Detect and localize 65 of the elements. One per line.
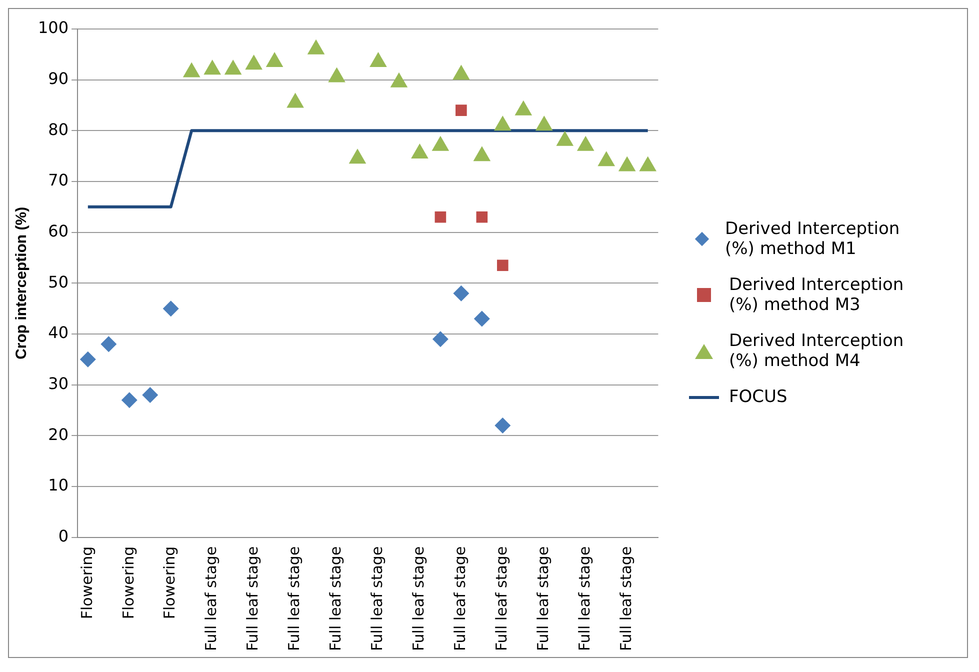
legend-label: Derived Interception (%) method M3 [729, 275, 905, 315]
point [576, 136, 594, 151]
point [452, 64, 470, 80]
point [598, 151, 616, 166]
x-tick-label: Full leaf stage [326, 546, 345, 652]
point [266, 52, 284, 68]
x-tick-label: Flowering [119, 546, 138, 620]
x-tick-label: Flowering [78, 546, 96, 620]
point [307, 39, 325, 54]
x-tick-label: Full leaf stage [244, 546, 262, 652]
point [121, 392, 138, 408]
point [514, 100, 532, 116]
point [224, 60, 242, 75]
point [370, 52, 387, 68]
y-tick-label: 30 [48, 374, 69, 393]
point [432, 331, 448, 348]
point [497, 260, 508, 272]
y-tick-label: 10 [48, 476, 69, 495]
point [162, 300, 179, 317]
x-tick-label: Flowering [160, 546, 179, 620]
y-tick-label: 80 [48, 120, 69, 139]
point [328, 67, 346, 82]
y-tick-label: 50 [48, 272, 69, 292]
point [204, 60, 221, 75]
point [476, 211, 488, 223]
x-tick-label: Full leaf stage [576, 546, 594, 652]
x-tick-label: Full leaf stage [451, 546, 470, 652]
point [618, 156, 636, 172]
x-tick-label: Full leaf stage [616, 546, 635, 652]
point [245, 54, 262, 70]
point [494, 417, 511, 434]
x-tick-label: Full leaf stage [534, 546, 552, 652]
point [494, 116, 512, 131]
point [473, 146, 491, 162]
point [474, 310, 490, 327]
y-tick-label: 100 [38, 18, 69, 38]
point [453, 285, 470, 302]
point [434, 211, 446, 223]
y-tick-label: 20 [48, 424, 69, 444]
y-tick-label: 70 [48, 170, 69, 190]
x-tick-label: Full leaf stage [368, 546, 386, 652]
y-tick-label: 60 [48, 221, 69, 240]
y-tick-label: 40 [48, 323, 69, 342]
point [411, 144, 428, 159]
point [286, 92, 304, 108]
point [348, 148, 366, 164]
point [142, 386, 158, 403]
point [182, 62, 200, 78]
point [535, 116, 553, 131]
point [100, 336, 117, 352]
x-tick-label: Full leaf stage [202, 546, 220, 652]
point [556, 130, 574, 146]
x-tick-label: Full leaf stage [285, 546, 304, 652]
y-axis-title: Crop interception (%) [13, 206, 30, 360]
legend-label: FOCUS [729, 387, 788, 407]
point [432, 136, 450, 151]
y-tick-label: 0 [58, 526, 69, 546]
point [80, 351, 96, 368]
point [639, 156, 656, 172]
legend-label: Derived Interception (%) method M4 [729, 331, 905, 371]
x-tick-label: Full leaf stage [410, 546, 428, 652]
x-tick-label: Full leaf stage [492, 546, 511, 652]
y-tick-label: 90 [48, 68, 69, 88]
point [390, 72, 408, 88]
legend-label: Derived Interception (%) method M1 [725, 219, 901, 259]
